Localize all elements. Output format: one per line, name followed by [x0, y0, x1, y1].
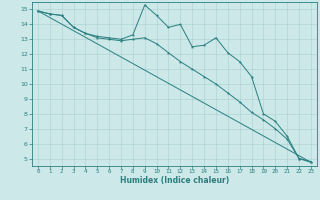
X-axis label: Humidex (Indice chaleur): Humidex (Indice chaleur) — [120, 176, 229, 185]
